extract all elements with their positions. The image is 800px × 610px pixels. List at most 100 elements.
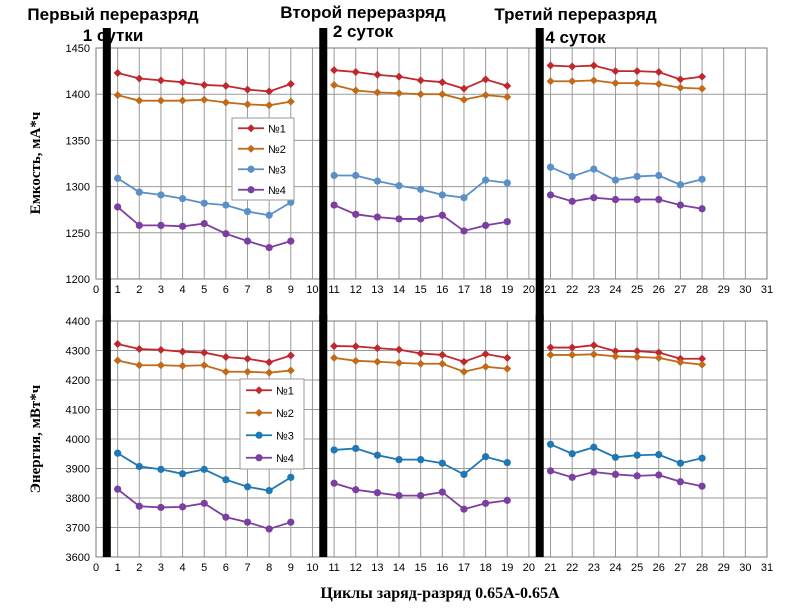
header-3-line1: Третий переразряд: [494, 5, 657, 24]
data-point: [178, 503, 187, 511]
data-point: [330, 342, 339, 351]
data-point: [459, 84, 468, 93]
data-point: [503, 459, 511, 467]
series-line-4: [550, 194, 703, 210]
x-tick-label: 20: [523, 562, 535, 574]
data-point: [611, 453, 620, 461]
data-point: [482, 221, 490, 230]
data-point: [265, 368, 274, 377]
x-tick-label: 30: [739, 284, 751, 296]
data-point: [265, 358, 274, 367]
data-point: [330, 479, 338, 487]
data-point: [156, 96, 165, 105]
data-point: [287, 237, 295, 245]
data-point: [568, 77, 577, 86]
data-point: [243, 518, 252, 526]
legend-box: [239, 378, 305, 470]
data-point: [352, 210, 360, 218]
data-point: [438, 191, 446, 199]
data-point: [698, 354, 707, 363]
x-tick-label: 6: [223, 284, 229, 296]
data-point: [113, 91, 122, 100]
x-tick-label: 12: [350, 562, 362, 574]
data-point: [546, 440, 555, 448]
data-point: [200, 199, 208, 207]
data-point: [222, 476, 230, 484]
data-point: [135, 502, 143, 510]
y-tick-label: 4200: [66, 375, 90, 387]
header-2-line1: Второй переразряд: [280, 3, 446, 22]
x-tick-label: 11: [328, 284, 339, 296]
data-point: [438, 359, 447, 368]
legend-marker: [247, 144, 255, 153]
data-point: [568, 62, 577, 71]
x-tick-label: 26: [653, 562, 665, 574]
data-point: [200, 95, 209, 104]
x-tick-label: 6: [223, 562, 229, 574]
data-point: [633, 451, 641, 459]
y-tick-label: 1300: [66, 182, 90, 194]
x-tick-label: 17: [458, 562, 470, 574]
data-point: [546, 343, 555, 352]
data-point: [221, 367, 230, 376]
x-tick-label: 14: [393, 284, 405, 296]
data-point: [676, 459, 685, 467]
data-point: [114, 203, 122, 211]
data-point: [611, 79, 620, 88]
x-tick-label: 21: [544, 562, 556, 574]
data-point: [546, 163, 555, 171]
data-point: [352, 171, 360, 180]
legend-label: №2: [268, 144, 286, 156]
data-point: [330, 446, 338, 454]
x-tick-label: 18: [479, 284, 491, 296]
data-point: [503, 179, 511, 187]
data-point: [178, 195, 187, 203]
x-tick-label: 22: [566, 562, 578, 574]
data-point: [200, 80, 209, 89]
header-3-line2: 4 суток: [545, 28, 606, 47]
overdischarge-divider: [102, 28, 111, 321]
data-point: [178, 96, 187, 105]
x-tick-label: 11: [328, 562, 339, 574]
data-point: [243, 207, 252, 216]
data-point: [482, 499, 490, 507]
data-point: [200, 465, 208, 473]
data-point: [633, 472, 641, 480]
x-tick-label: 17: [458, 284, 470, 296]
data-point: [589, 350, 598, 359]
series-line-3: [550, 166, 703, 186]
x-tick-label: 2: [136, 562, 142, 574]
data-point: [655, 195, 663, 204]
data-point: [156, 361, 165, 370]
overdischarge-divider: [535, 28, 544, 321]
legend-label: №4: [268, 185, 286, 197]
legend-marker: [255, 386, 263, 395]
data-point: [330, 66, 339, 75]
x-tick-label: 7: [244, 562, 250, 574]
data-point: [438, 90, 447, 99]
data-point: [698, 175, 706, 183]
data-point: [698, 360, 707, 369]
data-point: [157, 465, 165, 473]
data-point: [654, 348, 663, 357]
data-point: [654, 80, 663, 89]
y-tick-label: 3700: [66, 523, 90, 535]
legend-marker: [247, 186, 255, 194]
header-2: Второй переразряд 2 суток: [263, 4, 463, 40]
data-point: [633, 67, 642, 76]
x-tick-label: 8: [266, 562, 272, 574]
data-point: [654, 68, 663, 77]
data-point: [135, 462, 143, 471]
x-tick-label: 2: [136, 284, 142, 296]
data-point: [200, 219, 208, 228]
data-point: [200, 348, 209, 357]
data-point: [503, 353, 512, 362]
x-tick-label: 29: [718, 284, 730, 296]
y-tick-label: 1400: [66, 89, 90, 101]
header-1: Первый переразряд 1 сутки: [18, 6, 208, 44]
data-point: [178, 78, 187, 87]
data-point: [633, 347, 642, 356]
data-point: [589, 76, 598, 85]
y-tick-label: 1450: [66, 43, 90, 55]
data-point: [698, 454, 706, 462]
